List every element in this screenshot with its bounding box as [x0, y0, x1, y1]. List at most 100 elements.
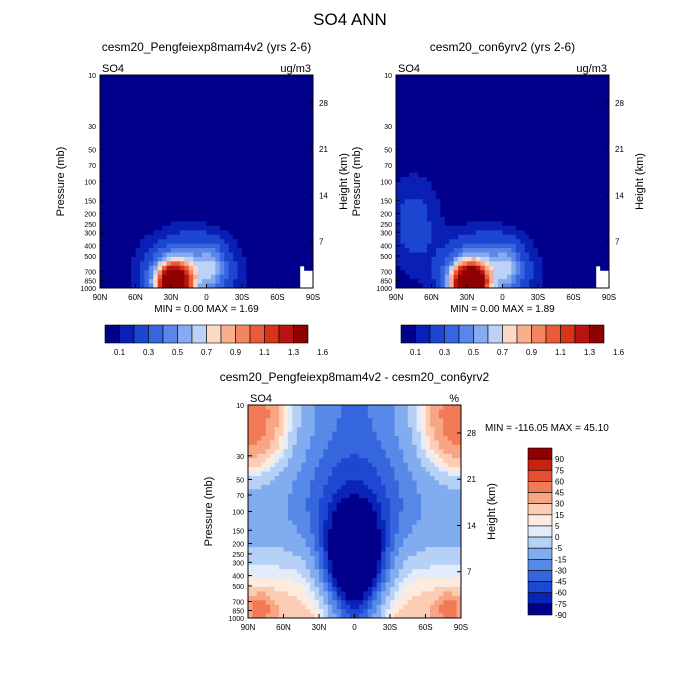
contour-cell — [582, 101, 588, 107]
contour-cell — [277, 234, 283, 240]
contour-cell — [242, 146, 247, 151]
contour-cell — [113, 163, 119, 169]
contour-cell — [409, 208, 415, 214]
y-tick-label: 1000 — [80, 286, 96, 293]
contour-cell — [396, 88, 401, 94]
contour-cell — [237, 221, 243, 227]
contour-cell — [515, 217, 521, 222]
contour-cell — [153, 132, 159, 138]
contour-cell — [524, 172, 530, 178]
contour-cell — [139, 119, 145, 125]
contour-cell — [453, 274, 459, 280]
contour-cell — [533, 110, 539, 116]
contour-cell — [171, 256, 176, 262]
contour-cell — [255, 252, 261, 258]
contour-cell — [555, 212, 561, 218]
contour-cell — [489, 225, 495, 231]
contour-cell — [471, 212, 477, 218]
contour-cell — [538, 177, 543, 182]
contour-cell — [175, 252, 181, 258]
contour-cell — [449, 208, 455, 214]
contour-cell — [131, 217, 136, 222]
contour-cell — [358, 413, 364, 419]
contour-cell — [586, 137, 592, 143]
contour-cell — [586, 110, 592, 116]
contour-cell — [295, 79, 301, 85]
contour-cell — [502, 79, 508, 85]
contour-cell — [287, 409, 293, 415]
contour-cell — [404, 279, 410, 285]
contour-cell — [281, 221, 287, 227]
contour-cell — [506, 181, 512, 187]
contour-cell — [139, 185, 145, 191]
contour-cell — [252, 418, 258, 424]
contour-cell — [449, 265, 455, 271]
contour-cell — [100, 75, 105, 80]
colorbar-label: 1.3 — [584, 348, 596, 357]
contour-cell — [475, 203, 481, 209]
contour-cell — [427, 92, 432, 98]
contour-cell — [431, 110, 437, 116]
contour-cell — [100, 150, 105, 156]
contour-cell — [462, 92, 468, 98]
contour-cell — [546, 270, 552, 276]
contour-cell — [157, 194, 163, 200]
contour-cell — [533, 208, 539, 214]
contour-cell — [538, 88, 543, 94]
contour-cell — [131, 114, 136, 120]
contour-cell — [573, 181, 579, 187]
contour-cell — [569, 252, 574, 258]
contour-cell — [135, 154, 141, 160]
contour-cell — [591, 114, 597, 120]
contour-cell — [193, 137, 199, 143]
contour-cell — [515, 172, 521, 178]
contour-cell — [281, 137, 287, 143]
contour-cell — [396, 110, 401, 116]
contour-cell — [113, 88, 119, 94]
contour-cell — [431, 212, 437, 218]
contour-cell — [117, 230, 123, 236]
contour-cell — [100, 270, 105, 276]
contour-cell — [573, 212, 579, 218]
contour-cell — [215, 279, 221, 285]
contour-cell — [299, 199, 305, 205]
contour-cell — [467, 185, 472, 191]
contour-cell — [233, 256, 239, 262]
contour-cell — [171, 83, 176, 89]
contour-cell — [215, 239, 221, 245]
contour-cell — [259, 123, 265, 129]
x-tick-label: 90S — [306, 293, 320, 302]
contour-cell — [233, 208, 239, 214]
contour-cell — [591, 190, 597, 196]
contour-cell — [475, 265, 481, 271]
contour-cell — [224, 137, 230, 143]
contour-cell — [538, 181, 543, 187]
contour-cell — [277, 163, 283, 169]
contour-cell — [295, 181, 301, 187]
contour-cell — [413, 83, 419, 89]
contour-cell — [449, 252, 455, 258]
contour-cell — [551, 283, 557, 289]
contour-cell — [250, 190, 256, 196]
contour-cell — [484, 252, 490, 258]
y-tick-label: 50 — [384, 147, 392, 154]
contour-cell — [122, 279, 128, 285]
contour-cell — [210, 185, 216, 191]
contour-cell — [471, 79, 477, 85]
contour-cell — [438, 405, 444, 410]
x-tick-label: 0 — [204, 293, 209, 302]
contour-cell — [560, 101, 566, 107]
contour-cell — [308, 203, 314, 209]
contour-cell — [162, 234, 168, 240]
contour-cell — [166, 239, 172, 245]
contour-cell — [462, 261, 468, 267]
contour-cell — [153, 141, 159, 147]
contour-cell — [197, 239, 203, 245]
y-tick-label: 300 — [380, 230, 392, 237]
contour-cell — [577, 110, 583, 116]
contour-cell — [569, 234, 574, 240]
contour-cell — [604, 181, 610, 187]
contour-cell — [569, 217, 574, 222]
contour-cell — [215, 234, 221, 240]
contour-cell — [193, 92, 199, 98]
